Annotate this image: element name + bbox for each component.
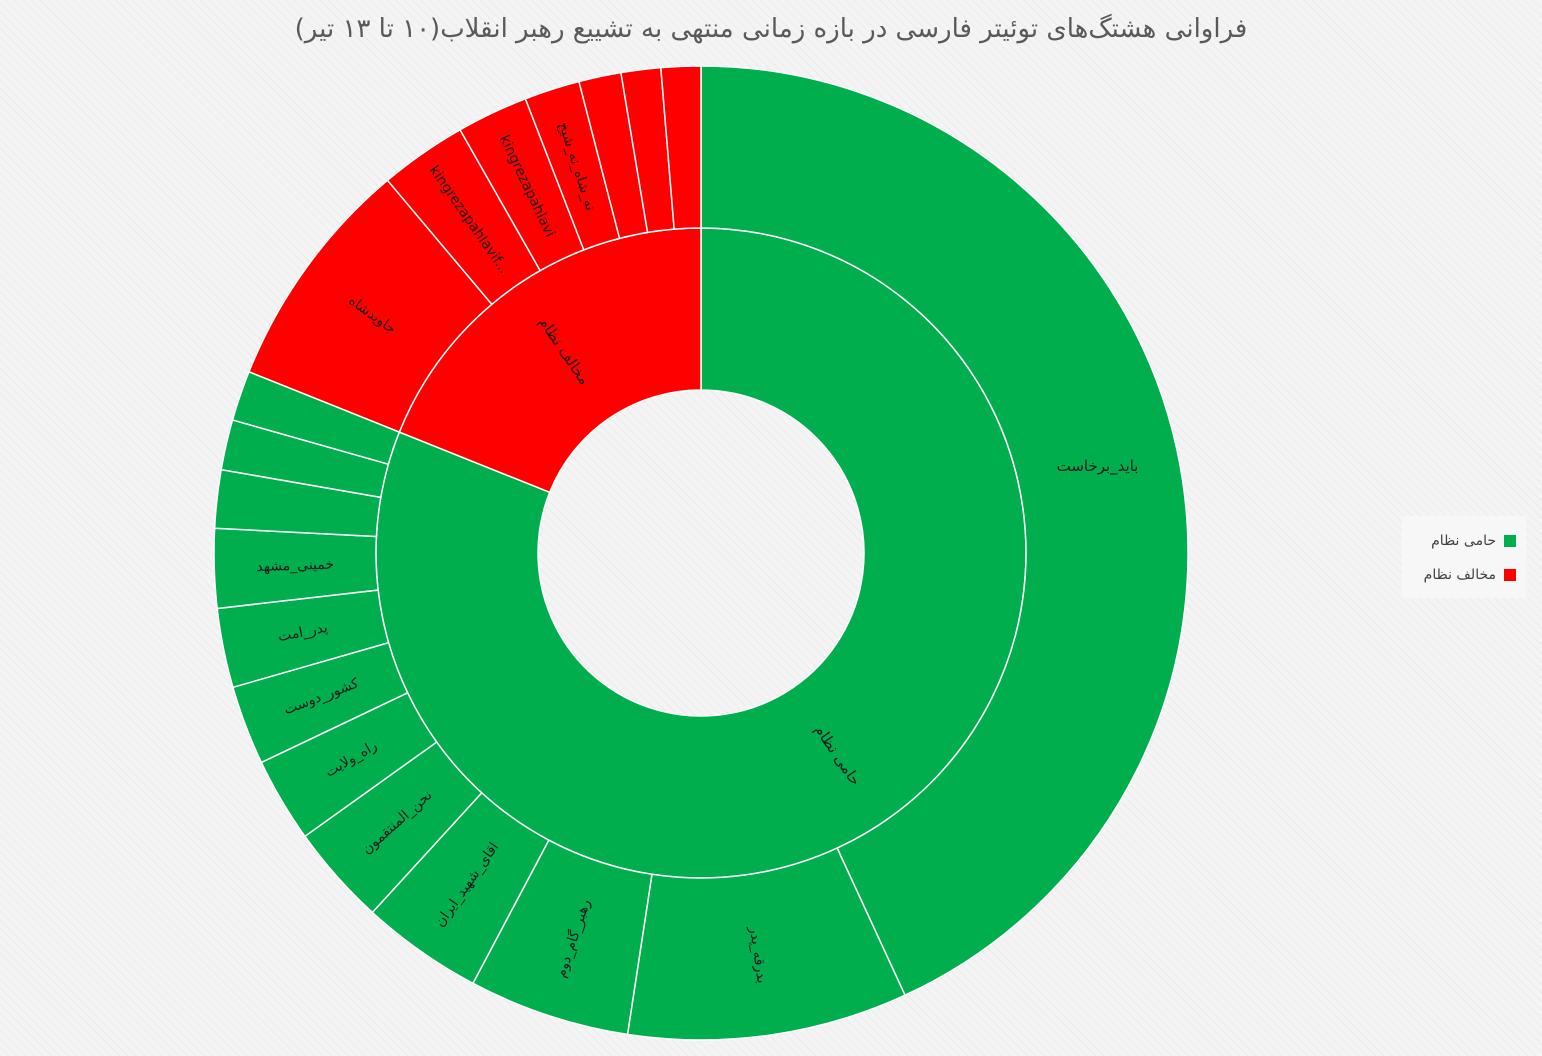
legend-label-1: مخالف نظام	[1423, 567, 1496, 583]
outer-slice-label-0-8: خمینی_مشهد	[256, 557, 334, 575]
outer-slice-1-6	[660, 65, 702, 230]
legend-swatch-0	[1504, 535, 1516, 547]
outer-slice-label-0-0: باید_برخاست	[1057, 457, 1139, 476]
legend: حامی نظام مخالف نظام	[1402, 516, 1526, 598]
legend-swatch-1	[1504, 569, 1516, 581]
legend-label-0: حامی نظام	[1431, 533, 1496, 549]
legend-item-1: مخالف نظام	[1402, 558, 1526, 592]
outer-slice-0-0	[700, 65, 1189, 997]
legend-item-0: حامی نظام	[1402, 524, 1526, 558]
chart-title: فراوانی هشتگ‌های توئیتر فارسی در بازه زم…	[294, 14, 1248, 44]
